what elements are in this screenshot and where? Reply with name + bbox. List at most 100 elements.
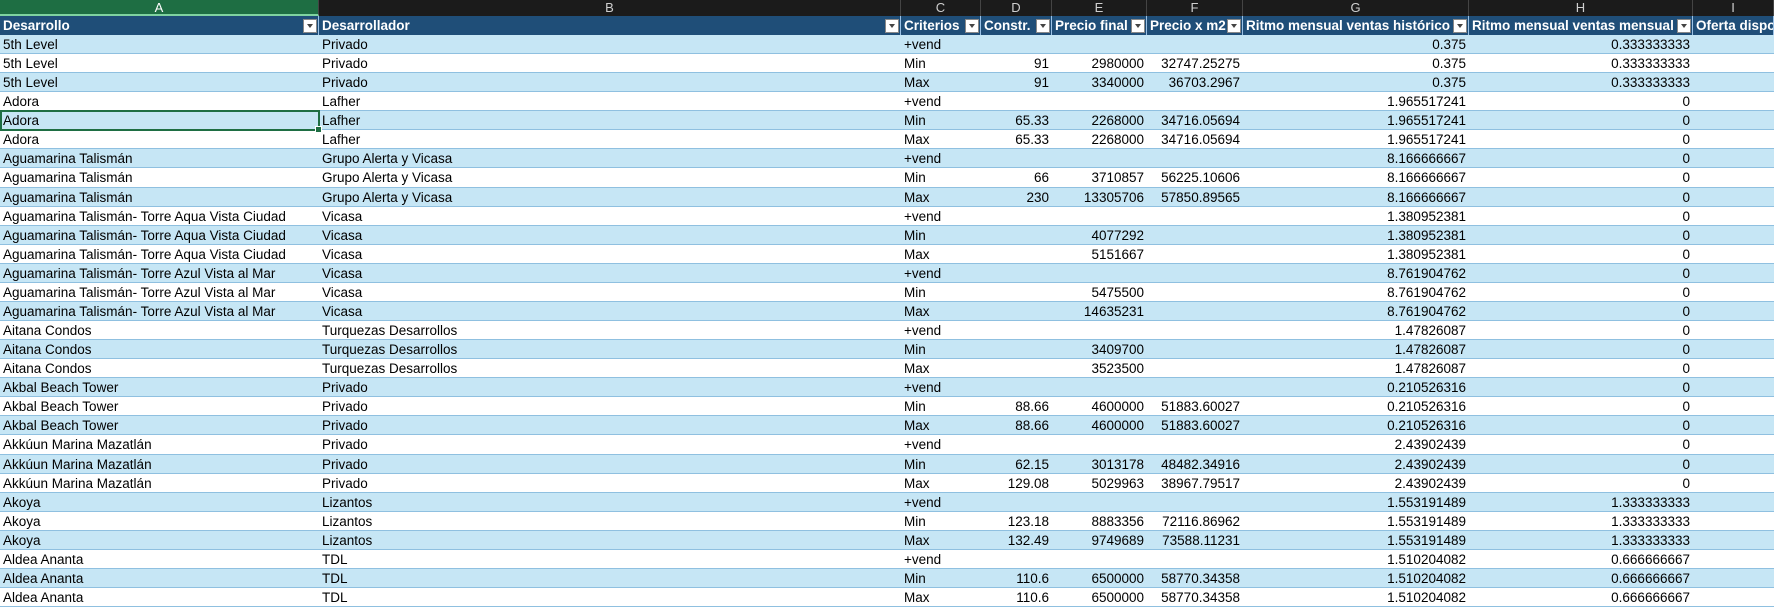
cell[interactable]: 2.43902439 xyxy=(1394,456,1466,472)
cell[interactable]: 2.43902439 xyxy=(1394,437,1466,453)
cell[interactable]: 0.375 xyxy=(1432,75,1466,91)
cell[interactable]: 0 xyxy=(1682,342,1690,358)
cell[interactable]: 2268000 xyxy=(1091,132,1144,148)
cell[interactable]: 65.33 xyxy=(1015,132,1049,148)
cell[interactable]: Max xyxy=(904,532,930,548)
cell[interactable]: Turquezas Desarrollos xyxy=(322,323,458,339)
cell[interactable]: Privado xyxy=(322,56,368,72)
cell[interactable]: 0.210526316 xyxy=(1387,380,1466,396)
cell[interactable]: 1.47826087 xyxy=(1394,361,1466,377)
cell[interactable]: 0 xyxy=(1682,456,1690,472)
cell[interactable]: Min xyxy=(904,113,926,129)
cell[interactable]: 0 xyxy=(1682,227,1690,243)
cell[interactable]: 8.166666667 xyxy=(1387,170,1466,186)
cell[interactable]: 1.47826087 xyxy=(1394,342,1466,358)
cell[interactable]: 4600000 xyxy=(1091,399,1144,415)
cell[interactable]: 34716.05694 xyxy=(1161,132,1240,148)
cell[interactable]: 0 xyxy=(1682,132,1690,148)
cell[interactable]: 0.210526316 xyxy=(1387,399,1466,415)
cell[interactable]: 4600000 xyxy=(1091,418,1144,434)
cell[interactable]: Grupo Alerta y Vicasa xyxy=(322,170,453,186)
cell[interactable]: Aguamarina Talismán- Torre Azul Vista al… xyxy=(3,303,276,319)
cell[interactable]: Privado xyxy=(322,475,368,491)
filter-button[interactable] xyxy=(1131,19,1145,33)
cell[interactable]: Aitana Condos xyxy=(3,342,92,358)
column-letter[interactable]: C xyxy=(901,0,981,16)
cell[interactable]: 4077292 xyxy=(1091,227,1144,243)
cell[interactable]: Turquezas Desarrollos xyxy=(322,342,458,358)
cell[interactable]: Aguamarina Talismán xyxy=(3,151,133,167)
cell[interactable]: Aguamarina Talismán xyxy=(3,170,133,186)
cell[interactable]: 0.333333333 xyxy=(1611,37,1690,52)
cell[interactable]: Min xyxy=(904,284,926,300)
cell[interactable]: Max xyxy=(904,303,930,319)
cell[interactable]: Max xyxy=(904,418,930,434)
cell[interactable]: 34716.05694 xyxy=(1161,113,1240,129)
cell[interactable]: Vicasa xyxy=(322,303,363,319)
column-letter[interactable]: E xyxy=(1052,0,1147,16)
cell[interactable]: 5475500 xyxy=(1091,284,1144,300)
cell[interactable]: 1.333333333 xyxy=(1611,494,1690,510)
cell[interactable]: 56225.10606 xyxy=(1161,170,1240,186)
cell[interactable]: 72116.86962 xyxy=(1162,513,1240,529)
cell[interactable]: 1.333333333 xyxy=(1611,513,1690,529)
cell[interactable]: 1.380952381 xyxy=(1387,227,1466,243)
filter-button[interactable] xyxy=(1227,19,1241,33)
cell[interactable]: Lafher xyxy=(322,94,361,110)
cell[interactable]: 3013178 xyxy=(1091,456,1144,472)
cell[interactable]: 0 xyxy=(1682,189,1690,205)
cell[interactable]: 1.553191489 xyxy=(1387,532,1466,548)
filter-button[interactable] xyxy=(1453,19,1467,33)
column-letter[interactable]: B xyxy=(319,0,901,16)
cell[interactable]: Min xyxy=(904,570,926,586)
cell[interactable]: Aguamarina Talismán xyxy=(3,189,133,205)
cell[interactable]: +vend xyxy=(904,208,942,224)
cell[interactable]: 91 xyxy=(1033,75,1049,91)
cell[interactable]: 1.965517241 xyxy=(1387,132,1466,148)
cell[interactable]: Min xyxy=(904,56,926,72)
cell[interactable]: +vend xyxy=(904,94,942,110)
filter-button[interactable] xyxy=(1677,19,1691,33)
cell[interactable]: Turquezas Desarrollos xyxy=(322,361,458,377)
cell[interactable]: Akbal Beach Tower xyxy=(3,418,119,434)
cell[interactable]: 8883356 xyxy=(1091,513,1144,529)
cell[interactable]: Max xyxy=(904,246,930,262)
cell[interactable]: +vend xyxy=(904,551,942,567)
cell[interactable]: Akkúun Marina Mazatlán xyxy=(3,456,152,472)
cell[interactable]: 0.333333333 xyxy=(1611,75,1690,91)
cell[interactable]: Grupo Alerta y Vicasa xyxy=(322,151,453,167)
filter-button[interactable] xyxy=(1036,19,1050,33)
cell[interactable]: 1.380952381 xyxy=(1387,208,1466,224)
cell[interactable]: Aldea Ananta xyxy=(3,551,84,567)
cell[interactable]: Adora xyxy=(3,94,40,110)
cell[interactable]: Privado xyxy=(322,399,368,415)
cell[interactable]: 0 xyxy=(1682,208,1690,224)
cell[interactable]: 91 xyxy=(1033,56,1049,72)
cell[interactable]: 8.761904762 xyxy=(1387,303,1466,319)
column-letter[interactable]: G xyxy=(1243,0,1469,16)
cell[interactable]: 32747.25275 xyxy=(1161,56,1240,72)
cell[interactable]: Max xyxy=(904,75,930,91)
cell[interactable]: +vend xyxy=(904,380,942,396)
cell[interactable]: 58770.34358 xyxy=(1161,570,1240,586)
cell[interactable]: 0 xyxy=(1682,380,1690,396)
cell[interactable]: Lizantos xyxy=(322,532,373,548)
filter-button[interactable] xyxy=(303,19,317,33)
cell[interactable]: 1.965517241 xyxy=(1387,113,1466,129)
column-letter[interactable]: H xyxy=(1469,0,1693,16)
cell[interactable]: 1.333333333 xyxy=(1611,532,1690,548)
cell[interactable]: Vicasa xyxy=(322,208,363,224)
cell[interactable]: Vicasa xyxy=(322,227,363,243)
cell[interactable]: 0.333333333 xyxy=(1611,56,1690,72)
cell[interactable]: Privado xyxy=(322,37,368,52)
cell[interactable]: Max xyxy=(904,361,930,377)
cell[interactable]: 14635231 xyxy=(1083,303,1144,319)
cell[interactable]: 13305706 xyxy=(1083,189,1144,205)
cell[interactable]: 0.666666667 xyxy=(1611,590,1690,606)
cell[interactable]: 1.380952381 xyxy=(1387,246,1466,262)
cell[interactable]: TDL xyxy=(322,570,348,586)
cell[interactable]: Aitana Condos xyxy=(3,361,92,377)
cell[interactable]: 0 xyxy=(1682,361,1690,377)
cell[interactable]: 8.761904762 xyxy=(1387,265,1466,281)
cell[interactable]: 1.553191489 xyxy=(1387,513,1466,529)
